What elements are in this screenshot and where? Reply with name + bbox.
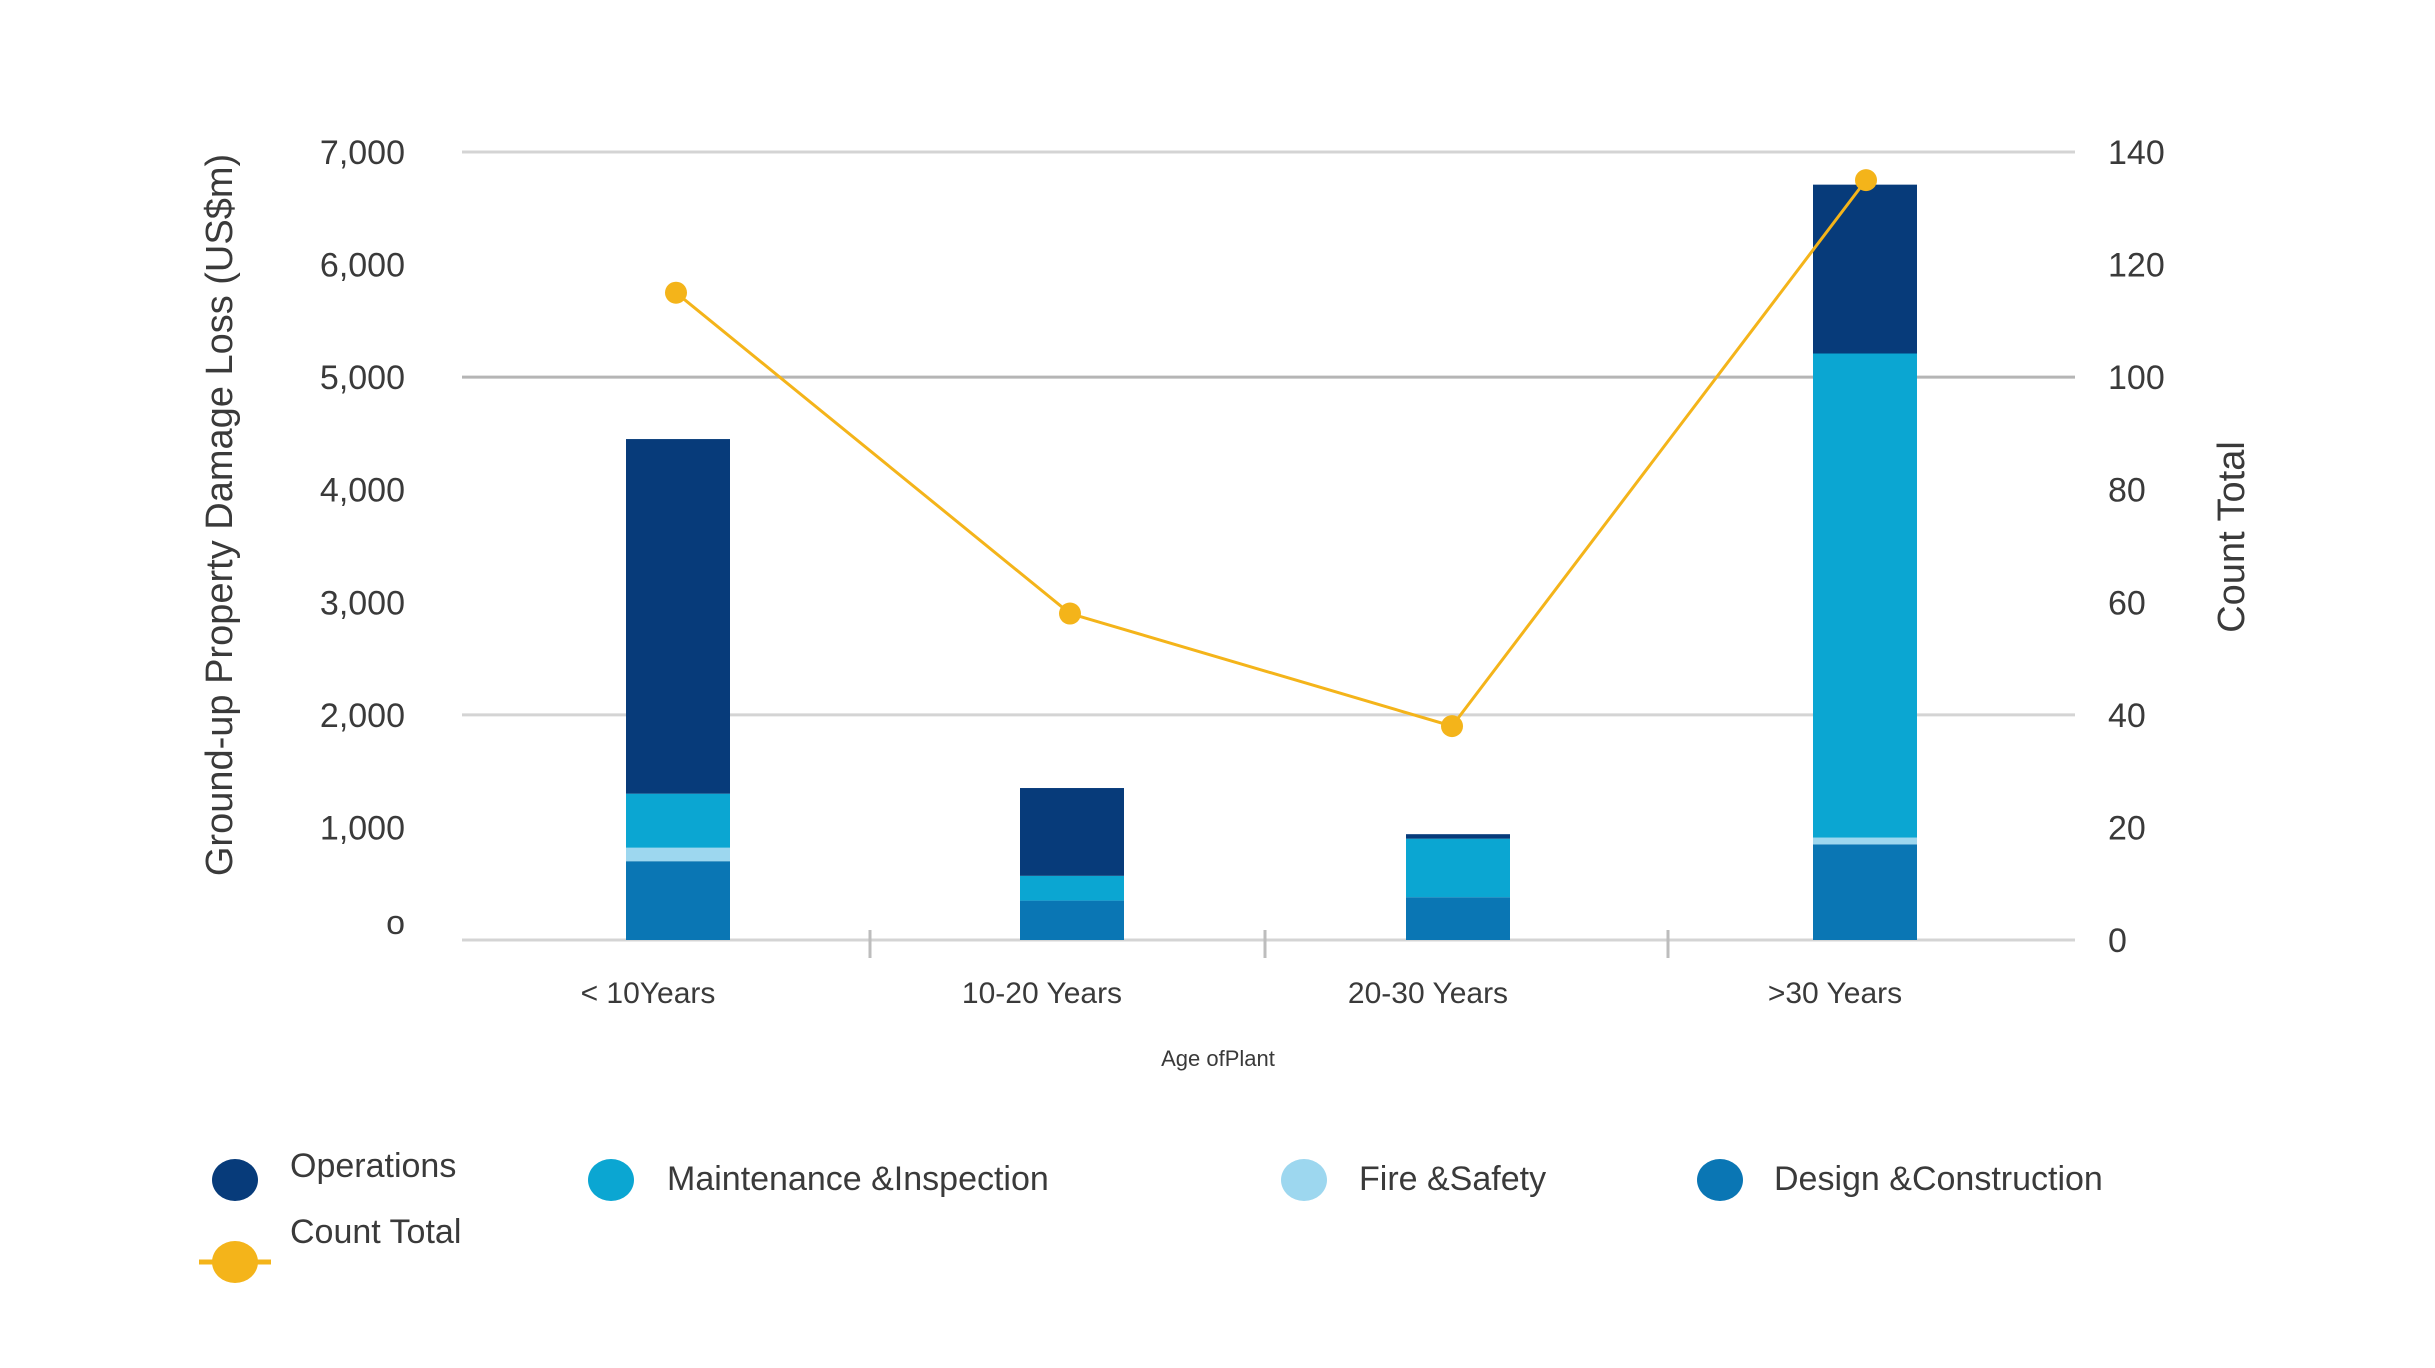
bar-segment xyxy=(1813,353,1917,838)
bar-segment xyxy=(1020,788,1124,876)
legend-label: Design &Construction xyxy=(1774,1160,2103,1198)
legend-marker xyxy=(212,1241,258,1283)
bar-segment xyxy=(626,793,730,848)
bars xyxy=(626,184,1917,940)
y2-tick-label: 120 xyxy=(2108,247,2165,285)
bar-segment xyxy=(1020,875,1124,901)
count-total-line xyxy=(665,169,1877,738)
x-axis-label: Age ofPlant xyxy=(1161,1046,1275,1071)
legend-label: Maintenance &Inspection xyxy=(667,1160,1049,1198)
y-tick-label: 7,000 xyxy=(320,134,405,172)
y2-tick-label: 40 xyxy=(2108,697,2146,735)
y-tick-label: o xyxy=(386,904,405,942)
bar-segment xyxy=(1406,897,1510,940)
count-total-point xyxy=(665,281,687,304)
x-tick-label: < 10Years xyxy=(581,977,716,1010)
bar-segment xyxy=(1406,834,1510,839)
x-tick-label: 20-30 Years xyxy=(1348,977,1508,1010)
count-total-point xyxy=(1441,715,1463,738)
bar-segment xyxy=(1020,900,1124,940)
bar-segment xyxy=(1813,184,1917,354)
x-tick-label: 10-20 Years xyxy=(962,977,1122,1010)
y2-tick-label: 80 xyxy=(2108,472,2146,510)
y2-tick-label: 140 xyxy=(2108,134,2165,172)
legend-label: Count Total xyxy=(290,1213,461,1251)
y-tick-label: 2,000 xyxy=(320,697,405,735)
y-tick-label: 5,000 xyxy=(320,359,405,397)
legend-marker xyxy=(212,1159,258,1201)
y2-axis-label: Count Total xyxy=(2211,441,2253,633)
legend-label: Fire &Safety xyxy=(1359,1160,1546,1198)
x-tick-label: >30 Years xyxy=(1768,977,1902,1010)
legend-marker xyxy=(1697,1159,1743,1201)
bar-segment xyxy=(1813,837,1917,845)
y2-tick-label: 0 xyxy=(2108,922,2127,960)
gridlines xyxy=(462,150,2075,958)
bar-segment xyxy=(626,861,730,940)
bar-segment xyxy=(1813,844,1917,940)
legend-label: Operations xyxy=(290,1147,456,1185)
bar-segment xyxy=(626,847,730,862)
y-tick-label: 4,000 xyxy=(320,472,405,510)
bar-segment xyxy=(626,439,730,794)
legend: Operations Maintenance &Inspection Fire &S… xyxy=(199,1147,2103,1283)
y2-tick-label: 20 xyxy=(2108,809,2146,847)
count-total-polyline xyxy=(675,179,1868,728)
count-total-point xyxy=(1855,169,1877,192)
y-tick-label: 1,000 xyxy=(320,809,405,847)
y-tick-label: 3,000 xyxy=(320,584,405,622)
y-axis-label: Ground-up Property Damage Loss (US$m) xyxy=(199,154,241,876)
legend-marker xyxy=(588,1159,634,1201)
y-tick-label: 6,000 xyxy=(320,247,405,285)
y2-tick-label: 60 xyxy=(2108,584,2146,622)
axis-ticks: o 1,000 2,000 3,000 4,000 5,000 6,000 7,000 0 20 4… xyxy=(320,134,2165,1010)
bar-segment xyxy=(1406,838,1510,898)
y2-tick-label: 100 xyxy=(2108,359,2165,397)
legend-marker xyxy=(1281,1159,1327,1201)
count-total-point xyxy=(1059,602,1081,625)
